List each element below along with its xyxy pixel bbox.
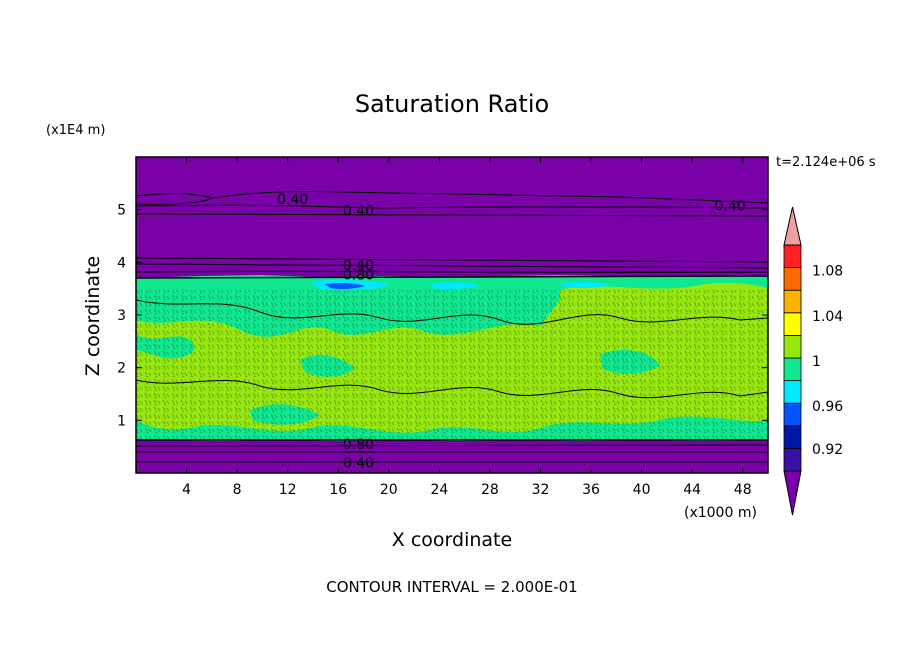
- contour-label: 0.80: [343, 267, 374, 283]
- contour-label: 0.40: [343, 258, 374, 274]
- x-axis-ticks: 4 8 12 16 20 24 28 32 36 40 44 48: [182, 157, 752, 498]
- y-tick-label: 5: [117, 203, 126, 219]
- contour-label: 0.40: [343, 204, 374, 220]
- colorbar-band: [783, 425, 802, 449]
- colorbar-label: 0.92: [812, 442, 843, 458]
- colorbar-band: [783, 402, 802, 427]
- y-axis-label: Z coordinate: [82, 256, 104, 376]
- colorbar-band: [783, 447, 802, 472]
- x-tick-label: 20: [380, 482, 398, 498]
- x-tick-label: 48: [734, 482, 752, 498]
- colorbar: [783, 206, 802, 516]
- chart-title: Saturation Ratio: [355, 90, 549, 118]
- contour-label: 0.80: [343, 437, 374, 453]
- colorbar-upper-arrow: [783, 206, 802, 246]
- x-tick-label: 4: [182, 482, 191, 498]
- contour-interval-note: CONTOUR INTERVAL = 2.000E-01: [326, 578, 577, 596]
- y-tick-label: 4: [117, 255, 126, 271]
- colorbar-band: [783, 380, 802, 404]
- contour-label: 0.40: [714, 198, 745, 214]
- x-tick-label: 12: [279, 482, 297, 498]
- colorbar-label: 0.96: [812, 399, 843, 415]
- x-tick-label: 16: [329, 482, 347, 498]
- colorbar-band: [783, 289, 802, 314]
- x-tick-label: 24: [430, 482, 448, 498]
- colorbar-band: [783, 334, 802, 359]
- colorbar-label: 1.08: [812, 264, 843, 280]
- x-tick-label: 28: [481, 482, 499, 498]
- x-tick-label: 32: [532, 482, 550, 498]
- y-tick-label: 3: [117, 308, 126, 324]
- x-tick-label: 40: [633, 482, 651, 498]
- colorbar-labels: 1.08 1.04 1 0.96 0.92: [812, 264, 843, 458]
- contour-field: [136, 157, 768, 473]
- y-axis-unit: (x1E4 m): [46, 123, 105, 138]
- colorbar-label: 1.04: [812, 309, 843, 325]
- x-axis-unit: (x1000 m): [684, 505, 757, 521]
- contour-label: 0.40: [343, 455, 374, 471]
- x-axis-label: X coordinate: [392, 529, 512, 551]
- colorbar-label: 1: [812, 354, 821, 370]
- time-label: t=2.124e+06 s: [776, 155, 876, 170]
- colorbar-lower-arrow: [783, 470, 802, 516]
- x-tick-label: 8: [233, 482, 242, 498]
- colorbar-band: [783, 312, 802, 336]
- contour-label: 0.40: [277, 192, 308, 208]
- colorbar-band: [783, 357, 802, 382]
- contour-labels: 0.400.40 0.400.400.800.800.40: [277, 192, 746, 471]
- colorbar-band: [783, 267, 802, 291]
- y-tick-label: 2: [117, 361, 126, 377]
- y-axis-ticks: 1 2 3 4 5: [117, 203, 768, 429]
- x-tick-label: 36: [582, 482, 600, 498]
- y-tick-label: 1: [117, 413, 126, 429]
- x-tick-label: 44: [683, 482, 701, 498]
- colorbar-band: [783, 244, 802, 269]
